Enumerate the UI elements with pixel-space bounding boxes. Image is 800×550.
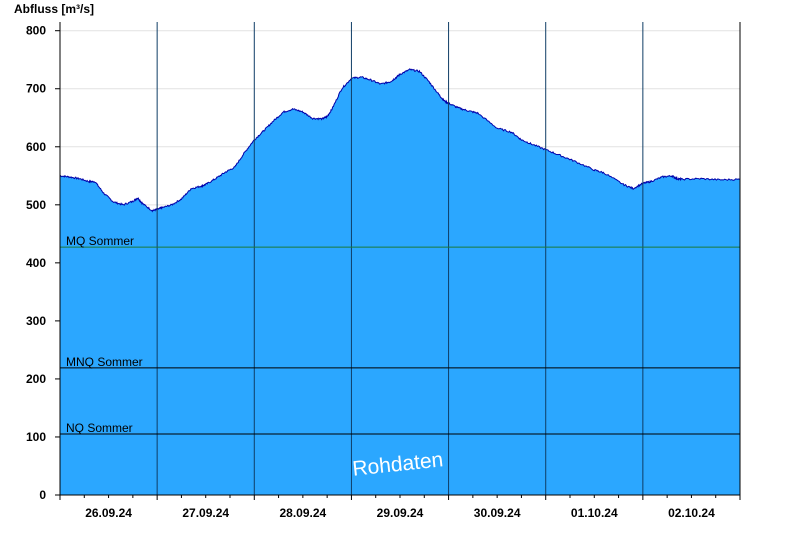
x-tick-label-5: 01.10.24 [571,506,618,520]
x-tick-label-2: 28.09.24 [279,506,326,520]
y-tick-label-0: 0 [39,488,46,502]
y-tick-label-200: 200 [26,372,46,386]
ref-label-0: MQ Sommer [66,234,134,248]
discharge-line [60,68,741,213]
ref-label-2: NQ Sommer [66,421,133,435]
x-tick-label-3: 29.09.24 [377,506,424,520]
y-axis-label: Abfluss [m³/s] [14,2,94,16]
discharge-area [60,68,740,496]
x-tick-label-1: 27.09.24 [182,506,229,520]
day-separators [156,22,644,495]
y-tick-label-800: 800 [26,24,46,38]
axes: 0 100 200 300 400 500 600 700 800 26.09.24 27.09.2… [26,22,741,520]
y-tick-label-600: 600 [26,140,46,154]
y-tick-label-500: 500 [26,198,46,212]
x-tick-label-4: 30.09.24 [474,506,521,520]
reference-lines: MQ Sommer MNQ Sommer NQ Sommer [60,234,740,435]
ref-label-1: MNQ Sommer [66,355,143,369]
y-tick-label-300: 300 [26,314,46,328]
x-tick-label-6: 02.10.24 [668,506,715,520]
y-tick-label-100: 100 [26,430,46,444]
y-tick-label-700: 700 [26,82,46,96]
y-tick-label-400: 400 [26,256,46,270]
x-tick-label-0: 26.09.24 [85,506,132,520]
